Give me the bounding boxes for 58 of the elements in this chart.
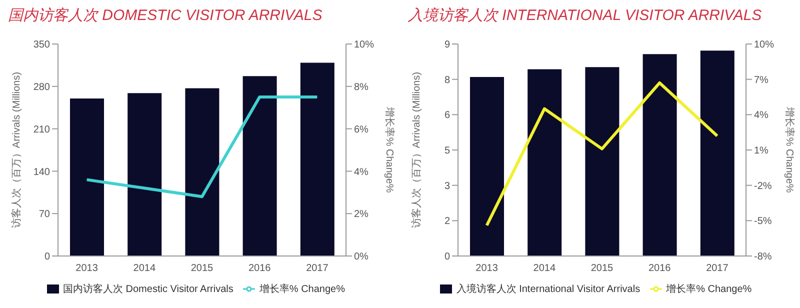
y2-tick-label: 8% (354, 82, 369, 93)
y-tick-label: 210 (33, 124, 50, 136)
y-tick-label: 0 (44, 252, 50, 263)
y-tick-label: 70 (38, 209, 50, 220)
y-tick-label: 6 (444, 110, 450, 122)
x-tick-label: 2017 (706, 263, 729, 274)
legend-label: 国内访客人次 Domestic Visitor Arrivals (63, 284, 234, 295)
bar (128, 93, 162, 256)
bar (585, 67, 620, 256)
bar (242, 76, 277, 256)
y2-tick-label: 4% (754, 110, 769, 122)
y-axis-title: 访客人次（百万）Arrivals (Millions) (410, 72, 423, 228)
y-tick-label: 2 (444, 216, 450, 228)
chart-title: 国内访客人次 DOMESTIC VISITOR ARRIVALS (8, 6, 322, 25)
y2-tick-label: 0% (354, 252, 369, 263)
bar (528, 69, 562, 256)
y2-tick-label: -5% (754, 216, 772, 228)
y-tick-label: 8 (444, 74, 450, 86)
y2-tick-label: 4% (354, 166, 369, 178)
y-tick-label: 3 (444, 180, 450, 192)
bar (185, 88, 220, 256)
chart-title: 入境访客人次 INTERNATIONAL VISITOR ARRIVALS (408, 6, 762, 25)
legend-label: 增长率% Change% (666, 284, 752, 295)
y2-tick-label: 6% (354, 124, 369, 136)
x-tick-label: 2014 (533, 263, 556, 274)
bar (642, 54, 677, 256)
x-tick-label: 2014 (133, 263, 156, 274)
y2-axis-title: 增长率% Change% (783, 106, 796, 193)
x-tick-label: 2016 (248, 263, 272, 274)
legend-label: 入境访客人次 International Visitor Arrivals (456, 284, 640, 295)
bar (300, 62, 334, 256)
bar (700, 50, 734, 256)
x-tick-label: 2016 (648, 263, 672, 274)
y2-tick-label: 7% (754, 74, 769, 86)
y2-axis-title: 增长率% Change% (383, 106, 396, 193)
y-axis-title: 访客人次（百万）Arrivals (Millions) (10, 72, 23, 228)
y2-tick-label: -2% (754, 180, 772, 192)
y2-tick-label: -8% (754, 252, 772, 263)
line-series (85, 96, 319, 198)
y2-tick-label: 2% (354, 209, 369, 220)
x-tick-label: 2013 (476, 263, 498, 274)
x-tick-label: 2015 (590, 263, 614, 274)
x-tick-label: 2013 (76, 263, 98, 274)
y-tick-label: 0 (444, 252, 450, 263)
y-tick-label: 9 (444, 40, 450, 51)
line-series (485, 81, 719, 227)
y2-tick-label: 10% (754, 40, 774, 51)
x-tick-label: 2017 (306, 263, 329, 274)
y-tick-label: 280 (33, 82, 50, 93)
legend-label: 增长率% Change% (259, 284, 345, 295)
y-tick-label: 350 (33, 40, 50, 51)
y-tick-label: 5 (444, 146, 450, 157)
bar (470, 76, 504, 256)
y2-tick-label: 1% (754, 146, 769, 157)
y-tick-label: 140 (33, 166, 50, 178)
y2-tick-label: 10% (354, 40, 374, 51)
x-tick-label: 2015 (190, 263, 214, 274)
bar (70, 98, 104, 256)
